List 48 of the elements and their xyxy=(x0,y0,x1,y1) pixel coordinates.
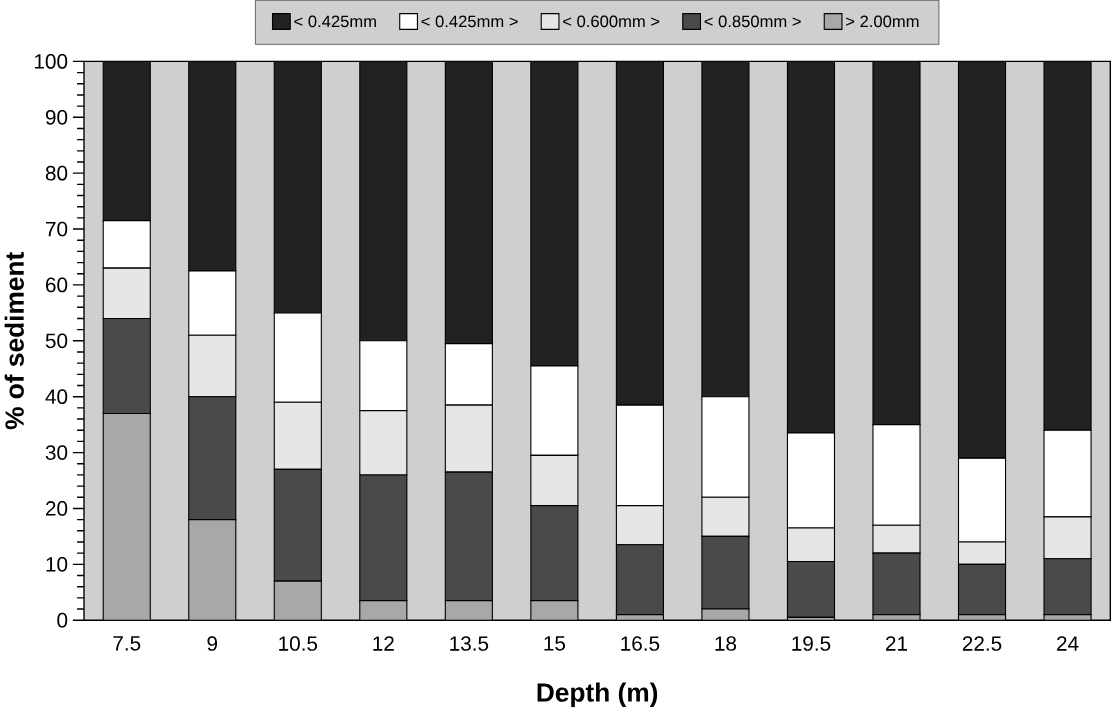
bar xyxy=(102,61,151,222)
bar xyxy=(359,61,408,342)
x-tick-label: 10.5 xyxy=(279,636,318,652)
y-tick-label: 60 xyxy=(46,277,68,293)
bar xyxy=(274,581,322,621)
bar xyxy=(1043,61,1092,431)
bar xyxy=(872,61,921,426)
y-tick-label: 90 xyxy=(45,110,68,125)
x-tick-label: 18 xyxy=(715,636,737,652)
x-tick-label: 12 xyxy=(373,636,394,651)
bar xyxy=(615,61,664,406)
x-tick-label: 16.5 xyxy=(621,636,660,652)
bar xyxy=(359,600,407,621)
x-axis-title: Depth (m) xyxy=(537,682,658,708)
y-tick-label: 100 xyxy=(35,54,68,69)
legend-label: < 0.600mm > xyxy=(563,15,660,28)
bar xyxy=(273,61,322,314)
bar xyxy=(188,519,236,621)
y-tick-label: 30 xyxy=(45,445,68,461)
bar xyxy=(530,600,578,621)
y-tick-label: 10 xyxy=(46,557,68,572)
y-tick-label: 40 xyxy=(45,389,68,405)
bar xyxy=(786,61,836,434)
y-tick-label: 50 xyxy=(45,333,68,349)
y-tick-label: 70 xyxy=(46,221,68,237)
x-tick-label: 9 xyxy=(207,636,218,652)
y-tick-label: 20 xyxy=(45,501,68,516)
y-axis-title: % of sediment xyxy=(4,252,24,430)
bar xyxy=(701,61,750,398)
bar xyxy=(444,61,493,345)
legend-label: > 2.00mm xyxy=(846,15,919,28)
bar xyxy=(103,413,151,621)
x-tick-label: 19.5 xyxy=(792,636,831,652)
y-tick-label: 80 xyxy=(45,166,68,181)
x-tick-label: 15 xyxy=(544,636,566,651)
bar xyxy=(445,600,493,621)
x-tick-label: 13.5 xyxy=(450,636,489,652)
bar xyxy=(530,61,579,367)
x-tick-label: 21 xyxy=(886,636,908,651)
x-tick-label: 7.5 xyxy=(113,636,141,651)
legend-label: < 0.425mm > xyxy=(421,15,518,28)
x-tick-label: 24 xyxy=(1057,636,1079,651)
y-tick-label: 0 xyxy=(57,613,68,628)
bar xyxy=(188,61,237,272)
legend-label: < 0.850mm > xyxy=(704,15,801,28)
legend-label: < 0.425mm xyxy=(294,15,376,28)
x-tick-label: 22.5 xyxy=(962,636,1002,652)
bar xyxy=(957,61,1007,459)
